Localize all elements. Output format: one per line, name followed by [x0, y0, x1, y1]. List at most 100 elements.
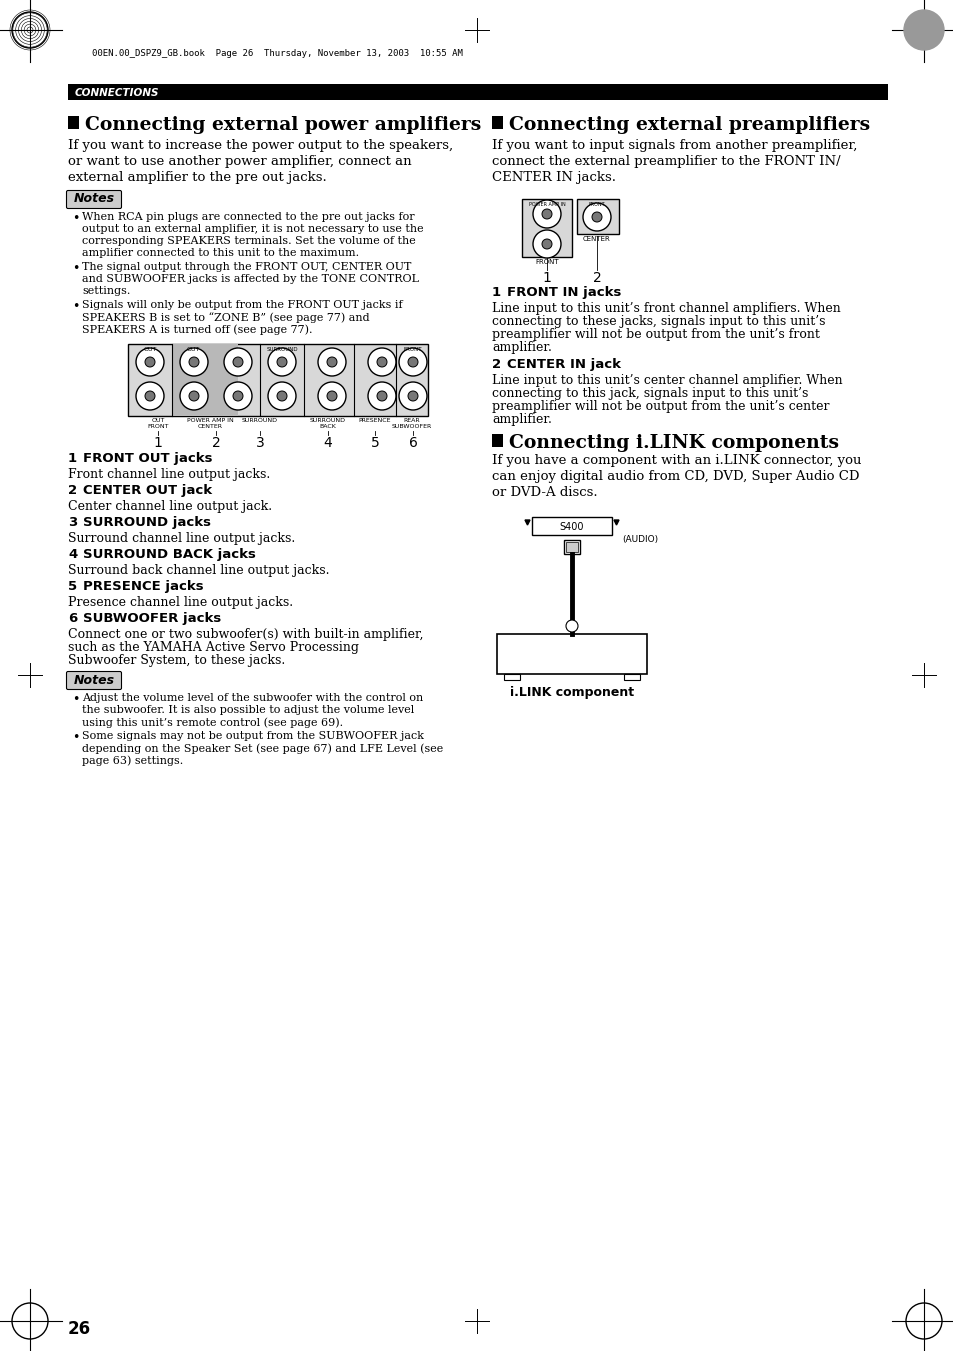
Circle shape — [376, 390, 387, 401]
Circle shape — [398, 349, 427, 376]
Circle shape — [180, 382, 208, 409]
Circle shape — [145, 390, 154, 401]
Circle shape — [541, 239, 552, 249]
Text: 1: 1 — [542, 272, 551, 285]
Text: PRESENCE: PRESENCE — [358, 417, 391, 423]
Text: 4: 4 — [323, 436, 332, 450]
Text: •: • — [71, 300, 79, 313]
Text: SURROUND: SURROUND — [310, 417, 346, 423]
Text: or want to use another power amplifier, connect an: or want to use another power amplifier, … — [68, 155, 411, 168]
Text: 4: 4 — [68, 549, 77, 561]
Text: FRONT IN jacks: FRONT IN jacks — [506, 286, 620, 299]
Polygon shape — [524, 520, 530, 526]
Text: When RCA pin plugs are connected to the pre out jacks for: When RCA pin plugs are connected to the … — [82, 212, 415, 222]
Text: such as the YAMAHA Active Servo Processing: such as the YAMAHA Active Servo Processi… — [68, 640, 358, 654]
Bar — [577, 199, 618, 234]
Text: 26: 26 — [68, 1320, 91, 1337]
Text: SPEAKERS B is set to “ZONE B” (see page 77) and: SPEAKERS B is set to “ZONE B” (see page … — [82, 312, 369, 323]
Circle shape — [533, 230, 560, 258]
Bar — [563, 540, 579, 554]
Text: Some signals may not be output from the SUBWOOFER jack: Some signals may not be output from the … — [82, 731, 423, 740]
Text: FRONT OUT jacks: FRONT OUT jacks — [83, 453, 213, 465]
Bar — [521, 199, 572, 257]
Circle shape — [541, 209, 552, 219]
Text: preamplifier will not be output from the unit’s front: preamplifier will not be output from the… — [492, 328, 819, 340]
Text: •: • — [71, 731, 79, 744]
Circle shape — [317, 382, 346, 409]
Text: CENTER: CENTER — [197, 424, 222, 430]
Bar — [172, 345, 237, 416]
Text: Surround back channel line output jacks.: Surround back channel line output jacks. — [68, 563, 329, 577]
Text: Front channel line output jacks.: Front channel line output jacks. — [68, 467, 270, 481]
Text: using this unit’s remote control (see page 69).: using this unit’s remote control (see pa… — [82, 717, 343, 728]
Text: Presence channel line output jacks.: Presence channel line output jacks. — [68, 596, 293, 609]
Text: Surround channel line output jacks.: Surround channel line output jacks. — [68, 532, 294, 544]
Text: 1: 1 — [492, 286, 500, 299]
Circle shape — [398, 382, 427, 409]
Text: CENTER OUT jack: CENTER OUT jack — [83, 484, 212, 497]
Text: SUBWOOFER jacks: SUBWOOFER jacks — [83, 612, 221, 626]
Circle shape — [224, 349, 252, 376]
Text: amplifier.: amplifier. — [492, 340, 551, 354]
Bar — [497, 634, 646, 674]
Bar — [623, 674, 639, 680]
Text: CONNECTIONS: CONNECTIONS — [75, 88, 159, 99]
Text: Signals will only be output from the FRONT OUT jacks if: Signals will only be output from the FRO… — [82, 300, 402, 309]
Text: 2: 2 — [212, 436, 220, 450]
Text: 6: 6 — [408, 436, 417, 450]
Circle shape — [903, 9, 943, 50]
Text: REAR: REAR — [403, 417, 420, 423]
Text: S400: S400 — [559, 521, 583, 532]
Circle shape — [136, 349, 164, 376]
Text: depending on the Speaker Set (see page 67) and LFE Level (see: depending on the Speaker Set (see page 6… — [82, 743, 443, 754]
Text: i.LINK component: i.LINK component — [510, 686, 634, 698]
Circle shape — [189, 390, 199, 401]
Circle shape — [327, 357, 336, 367]
Text: CENTER IN jacks.: CENTER IN jacks. — [492, 172, 616, 184]
Text: OUT: OUT — [152, 417, 165, 423]
Text: connect the external preamplifier to the FRONT IN/: connect the external preamplifier to the… — [492, 155, 840, 168]
Text: Connecting external power amplifiers: Connecting external power amplifiers — [85, 116, 480, 134]
Circle shape — [408, 390, 417, 401]
Circle shape — [189, 357, 199, 367]
Text: •: • — [71, 212, 79, 226]
Text: 5: 5 — [68, 580, 77, 593]
Circle shape — [533, 200, 560, 228]
Text: 3: 3 — [255, 436, 264, 450]
Text: external amplifier to the pre out jacks.: external amplifier to the pre out jacks. — [68, 172, 327, 184]
Bar — [532, 517, 612, 535]
Text: 5: 5 — [370, 436, 379, 450]
Text: FRONT: FRONT — [403, 347, 422, 353]
Text: page 63) settings.: page 63) settings. — [82, 755, 183, 766]
Text: corresponding SPEAKERS terminals. Set the volume of the: corresponding SPEAKERS terminals. Set th… — [82, 236, 416, 246]
Bar — [492, 116, 502, 128]
Text: Center channel line output jack.: Center channel line output jack. — [68, 500, 272, 513]
Text: 1: 1 — [153, 436, 162, 450]
Text: 2: 2 — [68, 484, 77, 497]
Text: Subwoofer System, to these jacks.: Subwoofer System, to these jacks. — [68, 654, 285, 667]
Text: Connecting i.LINK components: Connecting i.LINK components — [509, 434, 838, 453]
Text: connecting to these jacks, signals input to this unit’s: connecting to these jacks, signals input… — [492, 315, 824, 328]
Circle shape — [224, 382, 252, 409]
Text: output to an external amplifier, it is not necessary to use the: output to an external amplifier, it is n… — [82, 224, 423, 234]
Text: FRONT: FRONT — [535, 259, 558, 265]
Text: The signal output through the FRONT OUT, CENTER OUT: The signal output through the FRONT OUT,… — [82, 262, 411, 272]
Circle shape — [376, 357, 387, 367]
Text: (AUDIO): (AUDIO) — [621, 535, 658, 544]
Text: can enjoy digital audio from CD, DVD, Super Audio CD: can enjoy digital audio from CD, DVD, Su… — [492, 470, 859, 484]
Text: 1: 1 — [68, 453, 77, 465]
Text: Connecting external preamplifiers: Connecting external preamplifiers — [509, 116, 869, 134]
Circle shape — [145, 357, 154, 367]
Text: SURROUND BACK jacks: SURROUND BACK jacks — [83, 549, 255, 561]
Text: If you have a component with an i.LINK connector, you: If you have a component with an i.LINK c… — [492, 454, 861, 467]
Text: Line input to this unit’s center channel amplifier. When: Line input to this unit’s center channel… — [492, 374, 841, 386]
Text: SURROUND: SURROUND — [266, 347, 297, 353]
Text: amplifier connected to this unit to the maximum.: amplifier connected to this unit to the … — [82, 249, 358, 258]
Bar — [565, 542, 578, 553]
Text: POWER AMP IN: POWER AMP IN — [528, 203, 565, 207]
Circle shape — [180, 349, 208, 376]
Text: SUBWOOFER: SUBWOOFER — [392, 424, 432, 430]
Text: If you want to increase the power output to the speakers,: If you want to increase the power output… — [68, 139, 453, 153]
Text: OUT: OUT — [143, 347, 156, 353]
Text: 6: 6 — [68, 612, 77, 626]
